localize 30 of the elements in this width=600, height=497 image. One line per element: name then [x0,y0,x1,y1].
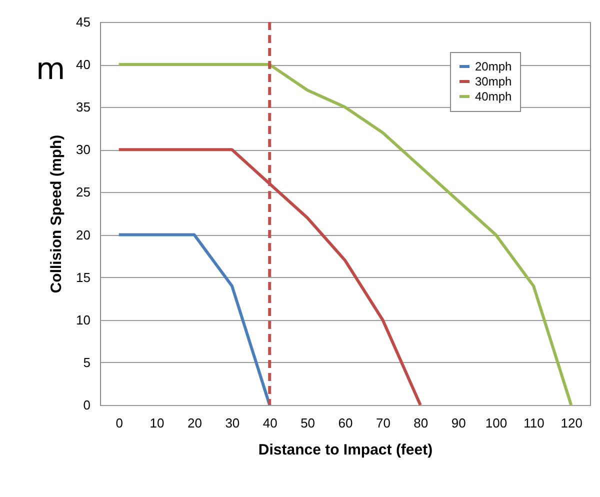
legend-label: 30mph [475,74,512,88]
legend-label: 20mph [475,60,512,74]
y-tick-label: 0 [83,398,90,412]
x-tick-label: 110 [524,416,544,430]
x-tick-label: 100 [485,416,508,430]
x-tick-label: 50 [300,416,316,430]
x-tick-label: 120 [560,416,583,430]
x-tick-label: 30 [225,416,240,430]
x-axis-title: Distance to Impact (feet) [258,442,433,458]
y-tick-label: 10 [76,312,90,328]
x-tick-label: 0 [116,416,123,430]
y-tick-label: 25 [76,184,90,200]
legend-label: 40mph [475,90,512,104]
y-axis-title: Collision Speed (mph) [48,134,66,294]
y-tick-label: 40 [76,57,90,72]
x-tick-label: 10 [150,416,164,430]
y-tick-label: 20 [76,227,90,242]
x-tick-label: 40 [262,416,278,430]
y-tick-label: 45 [76,14,90,30]
y-tick-label: 5 [83,354,90,370]
y-tick-label: 15 [76,270,90,285]
x-tick-label: 90 [451,416,466,430]
text: m [36,52,66,87]
x-tick-label: 70 [376,416,390,430]
x-tick-label: 80 [414,416,428,430]
y-tick-label: 35 [76,100,90,115]
x-tick-label: 60 [338,416,353,430]
y-tick-label: 30 [76,142,90,158]
x-tick-label: 20 [187,416,202,430]
line-series [117,63,573,406]
